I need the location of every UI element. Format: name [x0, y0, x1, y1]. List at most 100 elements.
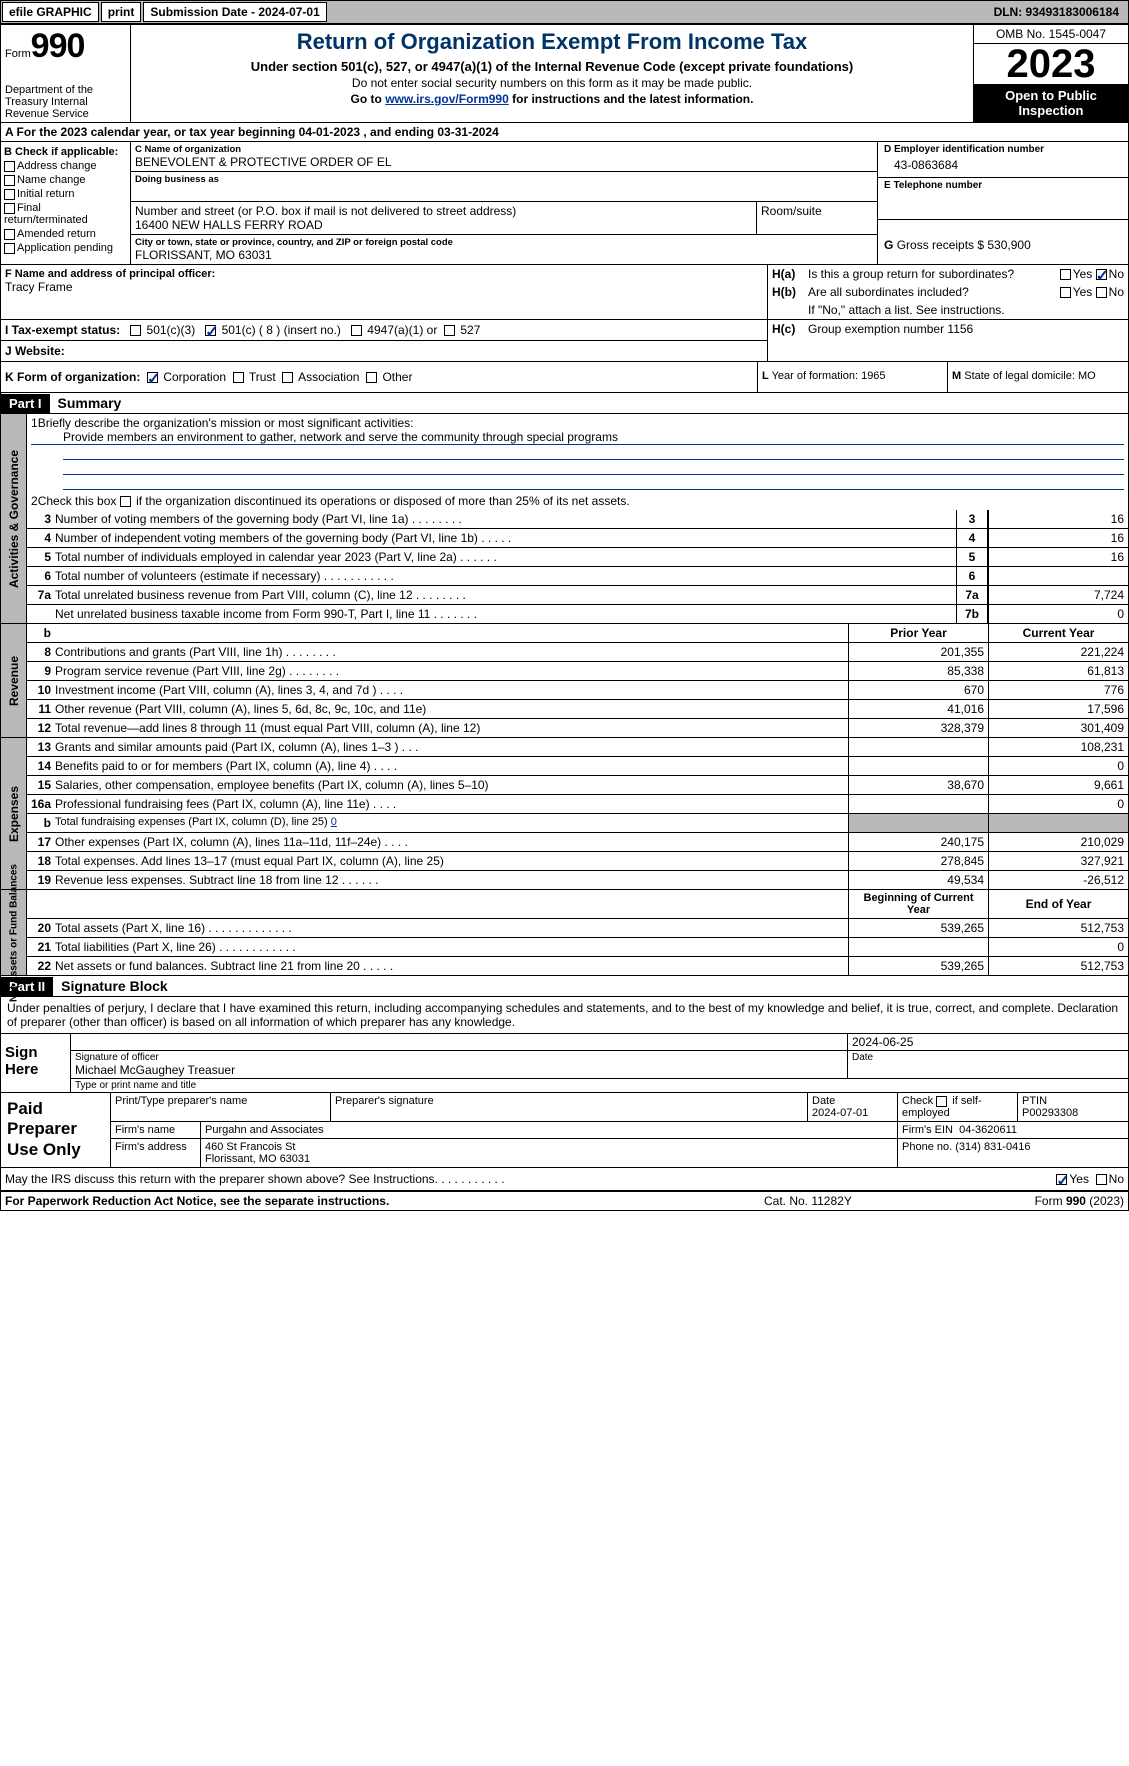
line11-curr: 17,596	[988, 700, 1128, 718]
hdr-beg: Beginning of Current Year	[848, 890, 988, 918]
j-label: J Website:	[5, 344, 65, 358]
hdr-end: End of Year	[988, 890, 1128, 918]
chk-ha-yes[interactable]	[1060, 269, 1071, 280]
ha-label: H(a)	[772, 267, 808, 281]
chk-trust[interactable]	[233, 372, 244, 383]
line22-desc: Net assets or fund balances. Subtract li…	[55, 957, 848, 975]
line4-amt: 16	[988, 529, 1128, 547]
sign-here-block: Sign Here 2024-06-25 Signature of office…	[1, 1033, 1128, 1092]
line10-desc: Investment income (Part VIII, column (A)…	[55, 681, 848, 699]
section-f-to-j: F Name and address of principal officer:…	[1, 264, 1128, 361]
chk-self-employed[interactable]	[936, 1096, 947, 1107]
part1-label: Part I	[1, 394, 50, 413]
section-b-to-g: B Check if applicable: Address change Na…	[1, 142, 1128, 264]
ha-text: Is this a group return for subordinates?	[808, 267, 1024, 281]
ptin-value: P00293308	[1022, 1107, 1078, 1119]
line7a-amt: 7,724	[988, 586, 1128, 604]
firm-name: Purgahn and Associates	[201, 1122, 898, 1138]
netassets-section: Net Assets or Fund Balances Beginning of…	[1, 890, 1128, 975]
form-subtitle-2: Do not enter social security numbers on …	[135, 76, 969, 90]
line7b-amt: 0	[988, 605, 1128, 623]
hb-label: H(b)	[772, 285, 808, 299]
print-button[interactable]: print	[101, 2, 142, 22]
firm-addr-label: Firm's address	[111, 1139, 201, 1167]
chk-amended-return[interactable]: Amended return	[4, 228, 127, 240]
line17-prior: 240,175	[848, 833, 988, 851]
prep-name-label: Print/Type preparer's name	[111, 1093, 331, 1121]
line9-desc: Program service revenue (Part VIII, line…	[55, 662, 848, 680]
part1-header: Part I Summary	[1, 392, 1128, 414]
expenses-section: Expenses 13Grants and similar amounts pa…	[1, 738, 1128, 890]
line7a-desc: Total unrelated business revenue from Pa…	[55, 586, 956, 604]
line1-desc: Briefly describe the organization's miss…	[38, 416, 414, 430]
footer-catno: Cat. No. 11282Y	[764, 1194, 964, 1208]
form-header: Form 990 Department of the Treasury Inte…	[1, 25, 1128, 123]
governance-section: Activities & Governance 1Briefly describ…	[1, 414, 1128, 624]
line20-desc: Total assets (Part X, line 16) . . . . .…	[55, 919, 848, 937]
l-label: L	[762, 370, 769, 382]
chk-501c[interactable]	[205, 325, 216, 336]
line2-desc: Check this box if the organization disco…	[38, 494, 630, 508]
line16b-desc: Total fundraising expenses (Part IX, col…	[55, 814, 848, 832]
line21-end: 0	[988, 938, 1128, 956]
chk-assoc[interactable]	[282, 372, 293, 383]
line1-value: Provide members an environment to gather…	[31, 430, 1124, 445]
chk-final-return[interactable]: Final return/terminated	[4, 202, 127, 226]
part2-header: Part II Signature Block	[1, 975, 1128, 997]
k-label: K Form of organization:	[5, 370, 140, 384]
line16a-curr: 0	[988, 795, 1128, 813]
hdr-curr: Current Year	[988, 624, 1128, 642]
line13-prior	[848, 738, 988, 756]
line19-desc: Revenue less expenses. Subtract line 18 …	[55, 871, 848, 889]
chk-name-change[interactable]: Name change	[4, 174, 127, 186]
gov-vlabel: Activities & Governance	[7, 449, 21, 587]
na-vlabel: Net Assets or Fund Balances	[8, 863, 19, 1001]
line12-curr: 301,409	[988, 719, 1128, 737]
efile-label: efile GRAPHIC	[2, 2, 99, 22]
form-container: Form 990 Department of the Treasury Inte…	[0, 24, 1129, 1211]
firm-ein-label: Firm's EIN	[902, 1124, 953, 1136]
chk-app-pending[interactable]: Application pending	[4, 242, 127, 254]
chk-corp[interactable]	[147, 372, 158, 383]
line22-end: 512,753	[988, 957, 1128, 975]
city-value: FLORISSANT, MO 63031	[135, 248, 873, 262]
chk-4947[interactable]	[351, 325, 362, 336]
line8-desc: Contributions and grants (Part VIII, lin…	[55, 643, 848, 661]
line14-prior	[848, 757, 988, 775]
chk-initial-return[interactable]: Initial return	[4, 188, 127, 200]
m-label: M	[952, 370, 961, 382]
addr-value: 16400 NEW HALLS FERRY ROAD	[135, 218, 752, 232]
footer-notice: For Paperwork Reduction Act Notice, see …	[5, 1194, 764, 1208]
chk-ha-no[interactable]	[1096, 269, 1107, 280]
form-title: Return of Organization Exempt From Incom…	[135, 29, 969, 55]
line17-curr: 210,029	[988, 833, 1128, 851]
chk-line2[interactable]	[120, 496, 131, 507]
chk-address-change[interactable]: Address change	[4, 160, 127, 172]
rev-vlabel: Revenue	[7, 655, 21, 705]
irs-link[interactable]: www.irs.gov/Form990	[385, 92, 509, 106]
line8-prior: 201,355	[848, 643, 988, 661]
discuss-text: May the IRS discuss this return with the…	[5, 1172, 1056, 1186]
line9-curr: 61,813	[988, 662, 1128, 680]
chk-hb-no[interactable]	[1096, 287, 1107, 298]
line5-desc: Total number of individuals employed in …	[55, 548, 956, 566]
phone-value	[884, 191, 1122, 197]
line21-desc: Total liabilities (Part X, line 26) . . …	[55, 938, 848, 956]
chk-other[interactable]	[366, 372, 377, 383]
room-label: Room/suite	[761, 204, 873, 218]
i-label: I Tax-exempt status:	[5, 323, 120, 337]
line11-prior: 41,016	[848, 700, 988, 718]
ein-value: 43-0863684	[884, 155, 1122, 175]
firm-ein: 04-3620611	[959, 1124, 1017, 1136]
chk-discuss-no[interactable]	[1096, 1174, 1107, 1185]
line11-desc: Other revenue (Part VIII, column (A), li…	[55, 700, 848, 718]
hc-val: 1156	[947, 322, 973, 336]
line20-beg: 539,265	[848, 919, 988, 937]
ptin-label: PTIN	[1022, 1095, 1047, 1107]
chk-hb-yes[interactable]	[1060, 287, 1071, 298]
addr-label: Number and street (or P.O. box if mail i…	[135, 204, 752, 218]
chk-527[interactable]	[444, 325, 455, 336]
chk-discuss-yes[interactable]	[1056, 1174, 1067, 1185]
chk-501c3[interactable]	[130, 325, 141, 336]
form-number: 990	[31, 27, 85, 66]
